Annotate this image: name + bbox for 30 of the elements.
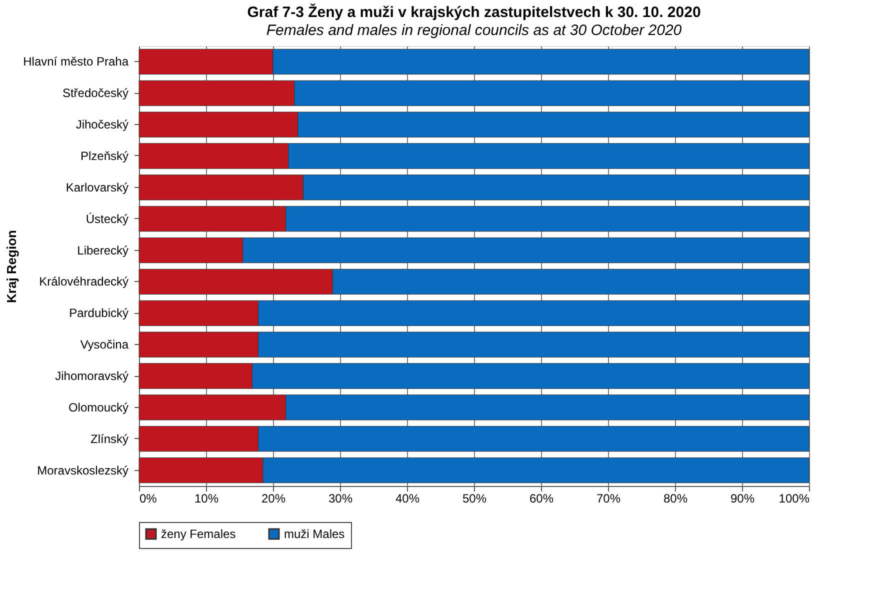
- x-tick-label: 60%: [529, 492, 554, 506]
- x-tick-label: 0%: [140, 492, 158, 506]
- x-tick-label: 40%: [395, 492, 420, 506]
- x-tick-label: 90%: [730, 492, 755, 506]
- y-tick-label: Jihomoravský: [55, 369, 128, 383]
- chart-title: Graf 7-3 Ženy a muži v krajských zastupitelstvech k 30. 10. 2020: [247, 3, 701, 21]
- y-tick-label: Královéhradecký: [39, 274, 128, 289]
- y-tick-label: Karlovarský: [66, 180, 128, 194]
- y-tick-label: Pardubický: [69, 306, 128, 320]
- y-tick-label: Moravskoslezský: [37, 463, 128, 478]
- y-tick-label: Vysočina: [80, 338, 129, 352]
- y-tick-label: Zlínský: [90, 432, 128, 446]
- y-tick-label: Liberecký: [77, 243, 128, 258]
- y-tick-label: Středočeský: [62, 86, 128, 100]
- y-tick-label: Jihočeský: [76, 118, 128, 132]
- chart-subtitle: Females and males in regional councils as at 30 October 2020: [266, 22, 682, 39]
- y-tick-label: Hlavní město Praha: [23, 54, 129, 69]
- x-tick-label: 70%: [596, 492, 621, 506]
- y-axis-title: Kraj Region: [4, 230, 20, 303]
- legend-label: muži Males: [284, 527, 345, 541]
- y-tick-label: Ústecký: [86, 212, 128, 226]
- y-tick-label: Plzeňský: [80, 149, 128, 163]
- x-tick-label: 80%: [663, 492, 688, 506]
- x-tick-label: 30%: [328, 492, 353, 506]
- x-tick-label: 50%: [462, 492, 487, 506]
- legend-label: ženy Females: [161, 527, 236, 541]
- x-tick-label: 10%: [194, 492, 219, 506]
- y-tick-label: Olomoucký: [68, 400, 128, 414]
- x-tick-label: 100%: [778, 492, 810, 506]
- x-tick-label: 20%: [261, 492, 286, 506]
